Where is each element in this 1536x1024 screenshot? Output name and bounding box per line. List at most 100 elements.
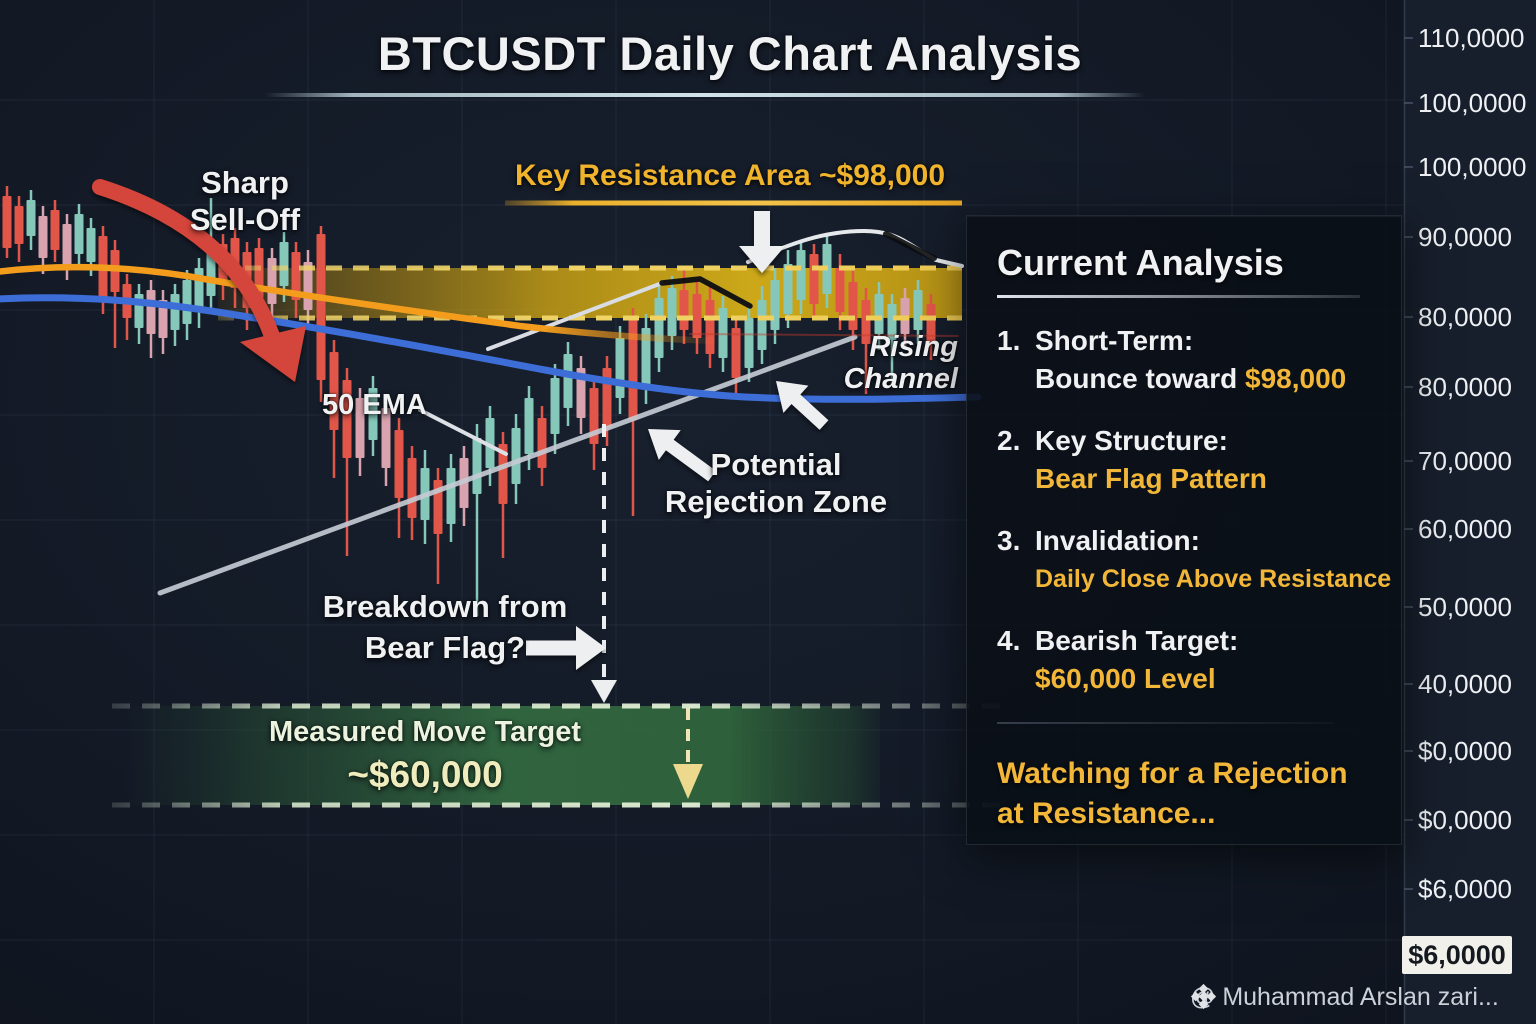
candle-body [641,328,651,388]
attribution: @ Muhammad Arslan zari... [1190,983,1499,1012]
current-price-tag [1402,936,1512,974]
axis-price-label: 50,0000 [1418,592,1512,622]
candle-body [146,290,156,334]
candle-body [563,354,573,408]
current-analysis-panel: Current Analysis 1. Short-Term: Bounce tow… [966,215,1402,845]
candle-body [537,418,547,468]
candle-body [316,234,326,380]
candle-body [926,304,936,344]
candle-body [342,380,352,458]
target-projection-head [673,764,703,799]
analysis-item-number: 4. [997,625,1021,656]
candle-body [368,388,378,440]
indicator-lines [0,228,982,596]
axis-price-label: 70,0000 [1418,446,1512,476]
rejection-pointer-arrow-2 [776,381,829,430]
panel-title: Current Analysis [997,242,1284,283]
candle-body [279,242,289,286]
candle-body [26,200,36,236]
candle-body [170,294,180,330]
candle-body [194,268,204,308]
ema-50-blue [0,294,982,403]
analysis-item-label: 1. Short-Term: [997,322,1371,360]
bear-flag-break-line [659,276,753,309]
sharp-selloff-label: Sharp Sell-Off [189,165,301,237]
axis-price-label: 100,0000 [1418,88,1526,118]
candle-body [206,252,216,296]
axis-price-label: 110,0000 [1418,23,1525,53]
axis-price-label: 60,0000 [1418,514,1512,544]
panel-title-underline [997,295,1360,298]
axis-price-label: 90,0000 [1418,222,1512,252]
fifty-ema-pointer [418,408,508,456]
candle-body [2,196,12,248]
analysis-item-value: $60,000 Level [1035,663,1216,694]
target-zone [125,706,880,805]
analysis-item-label: 2. Key Structure: [997,422,1371,460]
measured-move-label: Measured Move Target ~$60,000 [268,716,582,795]
candle-body [407,458,417,518]
current-price-tag-text: $6,0000 [1408,940,1506,970]
analysis-item-value: Bear Flag Pattern [1035,463,1267,494]
candle-body [86,228,96,262]
candle-body [394,430,404,498]
candlesticks [2,186,936,616]
analysis-item: 3. Invalidation: Daily Close Above Resista… [997,522,1392,598]
binance-diamond-icon [1190,983,1217,1010]
candle-body [381,408,391,468]
candle-body [62,224,72,266]
analysis-item-label: 4. Bearish Target: [997,622,1371,660]
candle-body [887,304,897,340]
fifty-ema-label: 50 EMA [322,389,427,421]
candle-body [524,398,534,454]
analysis-item-label: 3. Invalidation: [997,522,1371,560]
axis-price-label: 80,0000 [1418,302,1512,332]
candle-body [74,214,84,254]
projection-dashed-lines [591,424,703,799]
candle-body [485,418,495,468]
axis-price-label: $0,0000 [1418,805,1512,835]
candle-body [654,298,664,358]
axis-price-label: $6,0000 [1418,874,1512,904]
analysis-item: 2. Key Structure: Bear Flag Pattern [997,422,1371,498]
candle-body [576,368,586,418]
candle-body [835,268,845,312]
analysis-item-value: Daily Close Above Resistance [1035,565,1392,593]
ema-fast-orange [0,263,722,345]
axis-price-label: 40,0000 [1418,669,1512,699]
price-axis: 110,0000 100,0000 100,0000 90,0000 80,0000 80… [1402,0,1536,1024]
candle-body [472,438,482,494]
candle-body [550,378,560,434]
analysis-item-number: 3. [997,525,1021,556]
candle-body [50,210,60,250]
candle-body [158,300,168,338]
candle-body [770,280,780,330]
analysis-item-number: 1. [997,325,1021,356]
candle-body [848,282,858,330]
candle-body [783,264,793,314]
faint-level-line [689,333,959,337]
axis-price-label: 80,0000 [1418,372,1512,402]
label-underlines [265,93,1145,206]
breakdown-label: Breakdown from Bear Flag? [322,589,568,665]
axis-price-label: 100,0000 [1418,152,1526,182]
axis-price-label: $0,0000 [1418,736,1512,766]
projection-curve-dark [883,231,937,261]
candle-body [498,444,508,504]
candle-body [796,250,806,300]
analysis-list: 1. Short-Term: Bounce toward $98,000 2. Key … [997,322,1392,698]
candle-body [744,318,754,368]
candle-body [757,300,767,350]
analysis-item-number: 2. [997,425,1021,456]
candle-body [329,352,339,430]
page-title: BTCUSDT Daily Chart Analysis [377,27,1083,80]
annotation-arrows [92,179,829,670]
analysis-item-value: Bounce toward $98,000 [1035,363,1347,394]
breakdown-projection-head [591,680,617,703]
candle-body [705,300,715,354]
candle-body [511,428,521,484]
candle-body [291,252,301,300]
key-resistance-label: Key Resistance Area ~$98,000 [514,159,946,192]
candle-body [615,338,625,398]
